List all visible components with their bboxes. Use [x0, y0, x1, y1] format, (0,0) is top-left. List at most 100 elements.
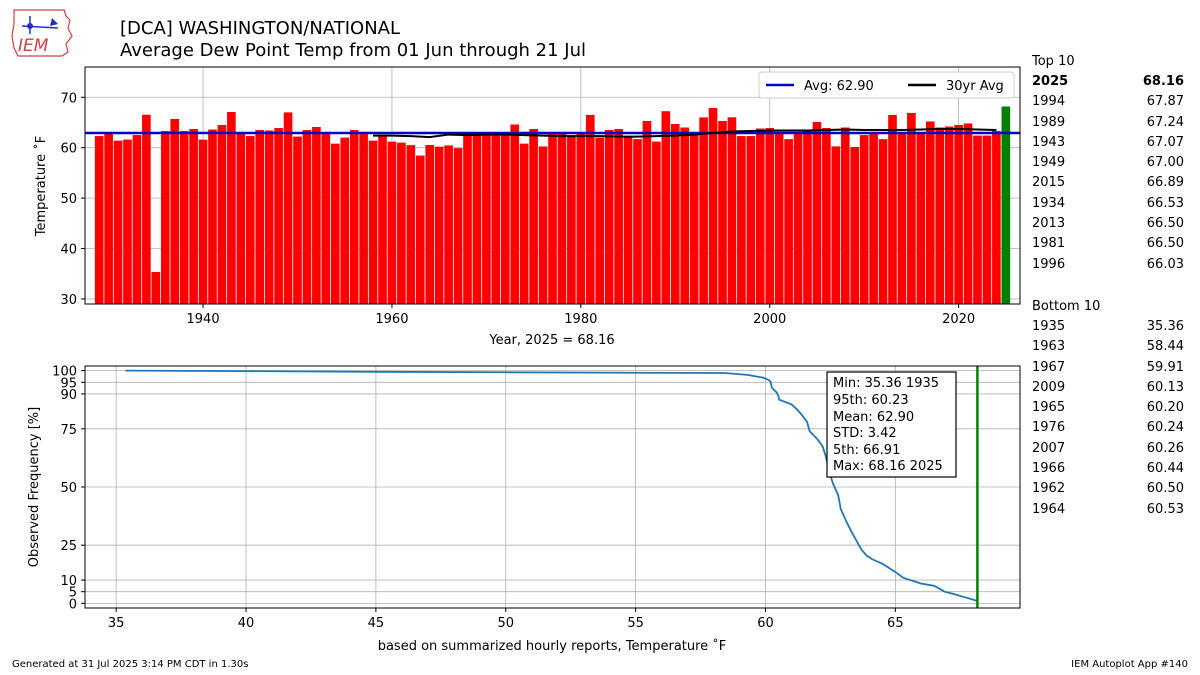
bottom-x-axis-label: based on summarized hourly reports, Temp…: [378, 638, 727, 654]
year-bar: [94, 136, 104, 304]
legend-30yr-label: 30yr Avg: [946, 79, 1004, 94]
bottom-y-tick-label: 25: [60, 539, 77, 554]
year-bar: [680, 127, 690, 304]
chart-title-station: [DCA] WASHINGTON/NATIONAL: [120, 18, 401, 39]
year-bar: [359, 134, 368, 304]
year-bar: [274, 128, 283, 304]
year-bar: [689, 133, 699, 304]
year-bar: [548, 134, 557, 304]
year-bar: [699, 117, 708, 304]
year-bar: [557, 133, 567, 304]
top-x-tick-label: 1940: [187, 312, 220, 327]
year-bar: [888, 114, 897, 304]
year-bar: [245, 136, 255, 304]
year-bar: [142, 114, 151, 304]
year-bar: [595, 137, 605, 304]
bottom10-year: 1965: [1032, 400, 1066, 416]
top10-row: 1943 67.07: [1032, 133, 1192, 153]
year-bar: [765, 128, 775, 304]
year-bar: [529, 129, 538, 304]
top10-year: 1949: [1032, 155, 1066, 171]
top-y-tick-label: 40: [60, 243, 77, 258]
legend-avg-label: Avg: 62.90: [804, 79, 874, 94]
avg30-line: [373, 128, 997, 139]
year-bar: [425, 145, 435, 304]
year-bar: [160, 131, 170, 304]
top10-year: 1989: [1032, 114, 1066, 130]
year-bar: [774, 132, 784, 304]
year-bar: [198, 139, 208, 304]
bottom-x-tick-label: 50: [497, 616, 514, 631]
year-bar: [330, 143, 340, 304]
year-bar: [302, 130, 312, 304]
year-bar: [878, 139, 888, 304]
year-bar: [670, 123, 680, 304]
year-bar: [963, 123, 973, 304]
year-bar: [349, 130, 359, 304]
bottom-x-tick-label: 55: [627, 616, 644, 631]
bottom10-heading: Bottom 10: [1032, 298, 1101, 314]
bottom10-value: 60.26: [1146, 440, 1184, 456]
year-bar: [340, 137, 350, 304]
year-bar: [368, 140, 378, 304]
year-bar: [916, 133, 926, 304]
stats-95th: 95th: 60.23: [833, 393, 909, 408]
logo-text: IEM: [18, 36, 49, 56]
year-bar: [803, 130, 812, 304]
bottom-y-tick-label: 75: [60, 423, 77, 438]
top-bar-chart: 1940 1960 1980 2000 2020 30 40 50 60 70 Temperatu…: [33, 66, 1021, 348]
year-bar: [585, 114, 595, 304]
top-x-tick-label: 2000: [753, 312, 786, 327]
year-bar: [482, 135, 491, 304]
top10-row: 2025 68.16: [1032, 72, 1192, 92]
year-bar: [283, 112, 293, 304]
year-bar: [397, 142, 406, 304]
year-bar: [944, 126, 954, 304]
year-bar: [604, 130, 614, 304]
bar-highlight-year: [1001, 106, 1011, 304]
stats-min: Min: 35.36 1935: [833, 376, 939, 391]
year-bar: [321, 132, 331, 304]
bottom10-value: 60.20: [1146, 400, 1184, 416]
year-bar: [661, 111, 671, 305]
bottom10-value: 58.44: [1146, 339, 1184, 355]
year-bar: [935, 127, 945, 304]
top10-heading: Top 10: [1032, 54, 1075, 69]
year-bar: [113, 140, 123, 304]
top10-row: 1996 66.03: [1032, 255, 1192, 275]
top-y-tick-label: 60: [60, 142, 77, 157]
year-bar: [623, 136, 633, 304]
bottom10-row: 2009 60.13: [1032, 378, 1192, 398]
top10-year: 2015: [1032, 175, 1066, 191]
stats-max: Max: 68.16 2025: [833, 459, 943, 474]
year-bar: [642, 120, 652, 304]
top10-year: 1943: [1032, 134, 1066, 150]
top10-year: 1996: [1032, 256, 1066, 272]
year-bar: [472, 135, 482, 304]
year-bar: [925, 121, 935, 305]
year-bar: [567, 135, 576, 304]
top-y-tick-label: 30: [60, 293, 77, 308]
year-bar: [151, 271, 161, 304]
year-bar: [982, 135, 992, 304]
year-bar: [217, 124, 227, 304]
year-bar: [727, 117, 737, 304]
year-bar: [132, 135, 142, 304]
top10-value: 67.00: [1146, 155, 1184, 171]
bottom10-row: 1963 58.44: [1032, 337, 1192, 357]
top-y-axis-label: Temperature ˚F: [33, 136, 49, 237]
top10-row: 1934 66.53: [1032, 194, 1192, 214]
top10-year: 2025: [1032, 74, 1069, 89]
top10-row: 2015 66.89: [1032, 173, 1192, 193]
year-bar: [850, 147, 860, 304]
bottom10-row: 1965 60.20: [1032, 398, 1192, 418]
bottom-y-tick-label: 100: [52, 365, 77, 380]
year-bar: [812, 121, 822, 304]
top10-row: 1994 67.87: [1032, 92, 1192, 112]
top-x-tick-label: 2020: [942, 312, 975, 327]
year-bar: [784, 139, 793, 304]
year-bar: [500, 134, 510, 304]
year-bar: [415, 155, 425, 304]
year-bar: [208, 129, 217, 304]
